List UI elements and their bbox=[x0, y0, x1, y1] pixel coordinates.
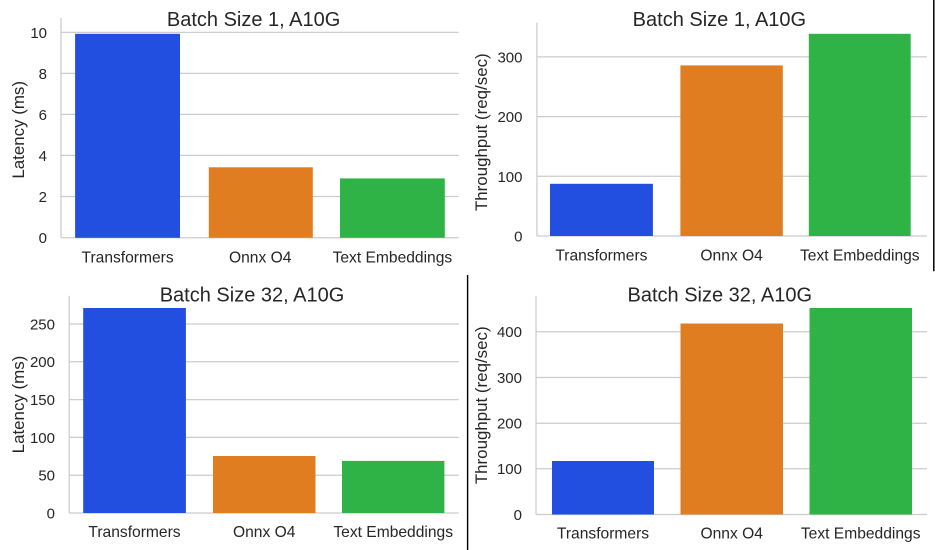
svg-text:0: 0 bbox=[47, 506, 55, 523]
svg-text:300: 300 bbox=[497, 49, 522, 66]
svg-text:10: 10 bbox=[30, 25, 47, 42]
svg-text:8: 8 bbox=[39, 66, 47, 83]
svg-text:200: 200 bbox=[30, 354, 55, 371]
svg-text:6: 6 bbox=[39, 107, 47, 124]
svg-text:Batch Size 32, A10G: Batch Size 32, A10G bbox=[160, 284, 345, 306]
svg-text:0: 0 bbox=[514, 228, 522, 245]
svg-text:Text Embeddings: Text Embeddings bbox=[333, 524, 453, 541]
svg-text:Onnx O4: Onnx O4 bbox=[233, 524, 296, 541]
svg-text:300: 300 bbox=[497, 370, 522, 387]
svg-text:Onnx O4: Onnx O4 bbox=[229, 249, 292, 266]
svg-text:Batch Size 1, A10G: Batch Size 1, A10G bbox=[167, 9, 340, 31]
svg-text:Throughput (req/sec): Throughput (req/sec) bbox=[472, 53, 491, 211]
svg-text:Transformers: Transformers bbox=[82, 249, 174, 266]
svg-text:4: 4 bbox=[39, 148, 47, 165]
svg-text:50: 50 bbox=[38, 468, 55, 485]
svg-text:Text Embeddings: Text Embeddings bbox=[800, 248, 920, 265]
svg-text:Transformers: Transformers bbox=[555, 248, 647, 265]
svg-text:Throughput (req/sec): Throughput (req/sec) bbox=[472, 326, 491, 484]
svg-text:2: 2 bbox=[39, 189, 47, 206]
svg-text:100: 100 bbox=[497, 169, 522, 186]
svg-text:100: 100 bbox=[30, 430, 55, 447]
svg-text:100: 100 bbox=[497, 461, 522, 478]
svg-text:200: 200 bbox=[497, 416, 522, 433]
svg-text:Latency (ms): Latency (ms) bbox=[9, 81, 28, 179]
svg-text:Transformers: Transformers bbox=[88, 524, 180, 541]
svg-text:0: 0 bbox=[39, 230, 47, 247]
svg-text:400: 400 bbox=[497, 324, 522, 341]
svg-text:0: 0 bbox=[514, 507, 522, 524]
svg-text:Transformers: Transformers bbox=[557, 526, 649, 543]
svg-text:250: 250 bbox=[30, 316, 55, 333]
svg-text:Batch Size 1, A10G: Batch Size 1, A10G bbox=[633, 9, 806, 31]
svg-text:150: 150 bbox=[30, 392, 55, 409]
svg-text:Text Embeddings: Text Embeddings bbox=[801, 526, 921, 543]
svg-text:Text Embeddings: Text Embeddings bbox=[333, 249, 453, 266]
svg-text:Latency (ms): Latency (ms) bbox=[9, 356, 28, 454]
svg-text:Batch Size 32, A10G: Batch Size 32, A10G bbox=[628, 284, 813, 306]
svg-text:Onnx O4: Onnx O4 bbox=[700, 526, 763, 543]
svg-text:Onnx O4: Onnx O4 bbox=[700, 248, 763, 265]
svg-text:200: 200 bbox=[497, 109, 522, 126]
